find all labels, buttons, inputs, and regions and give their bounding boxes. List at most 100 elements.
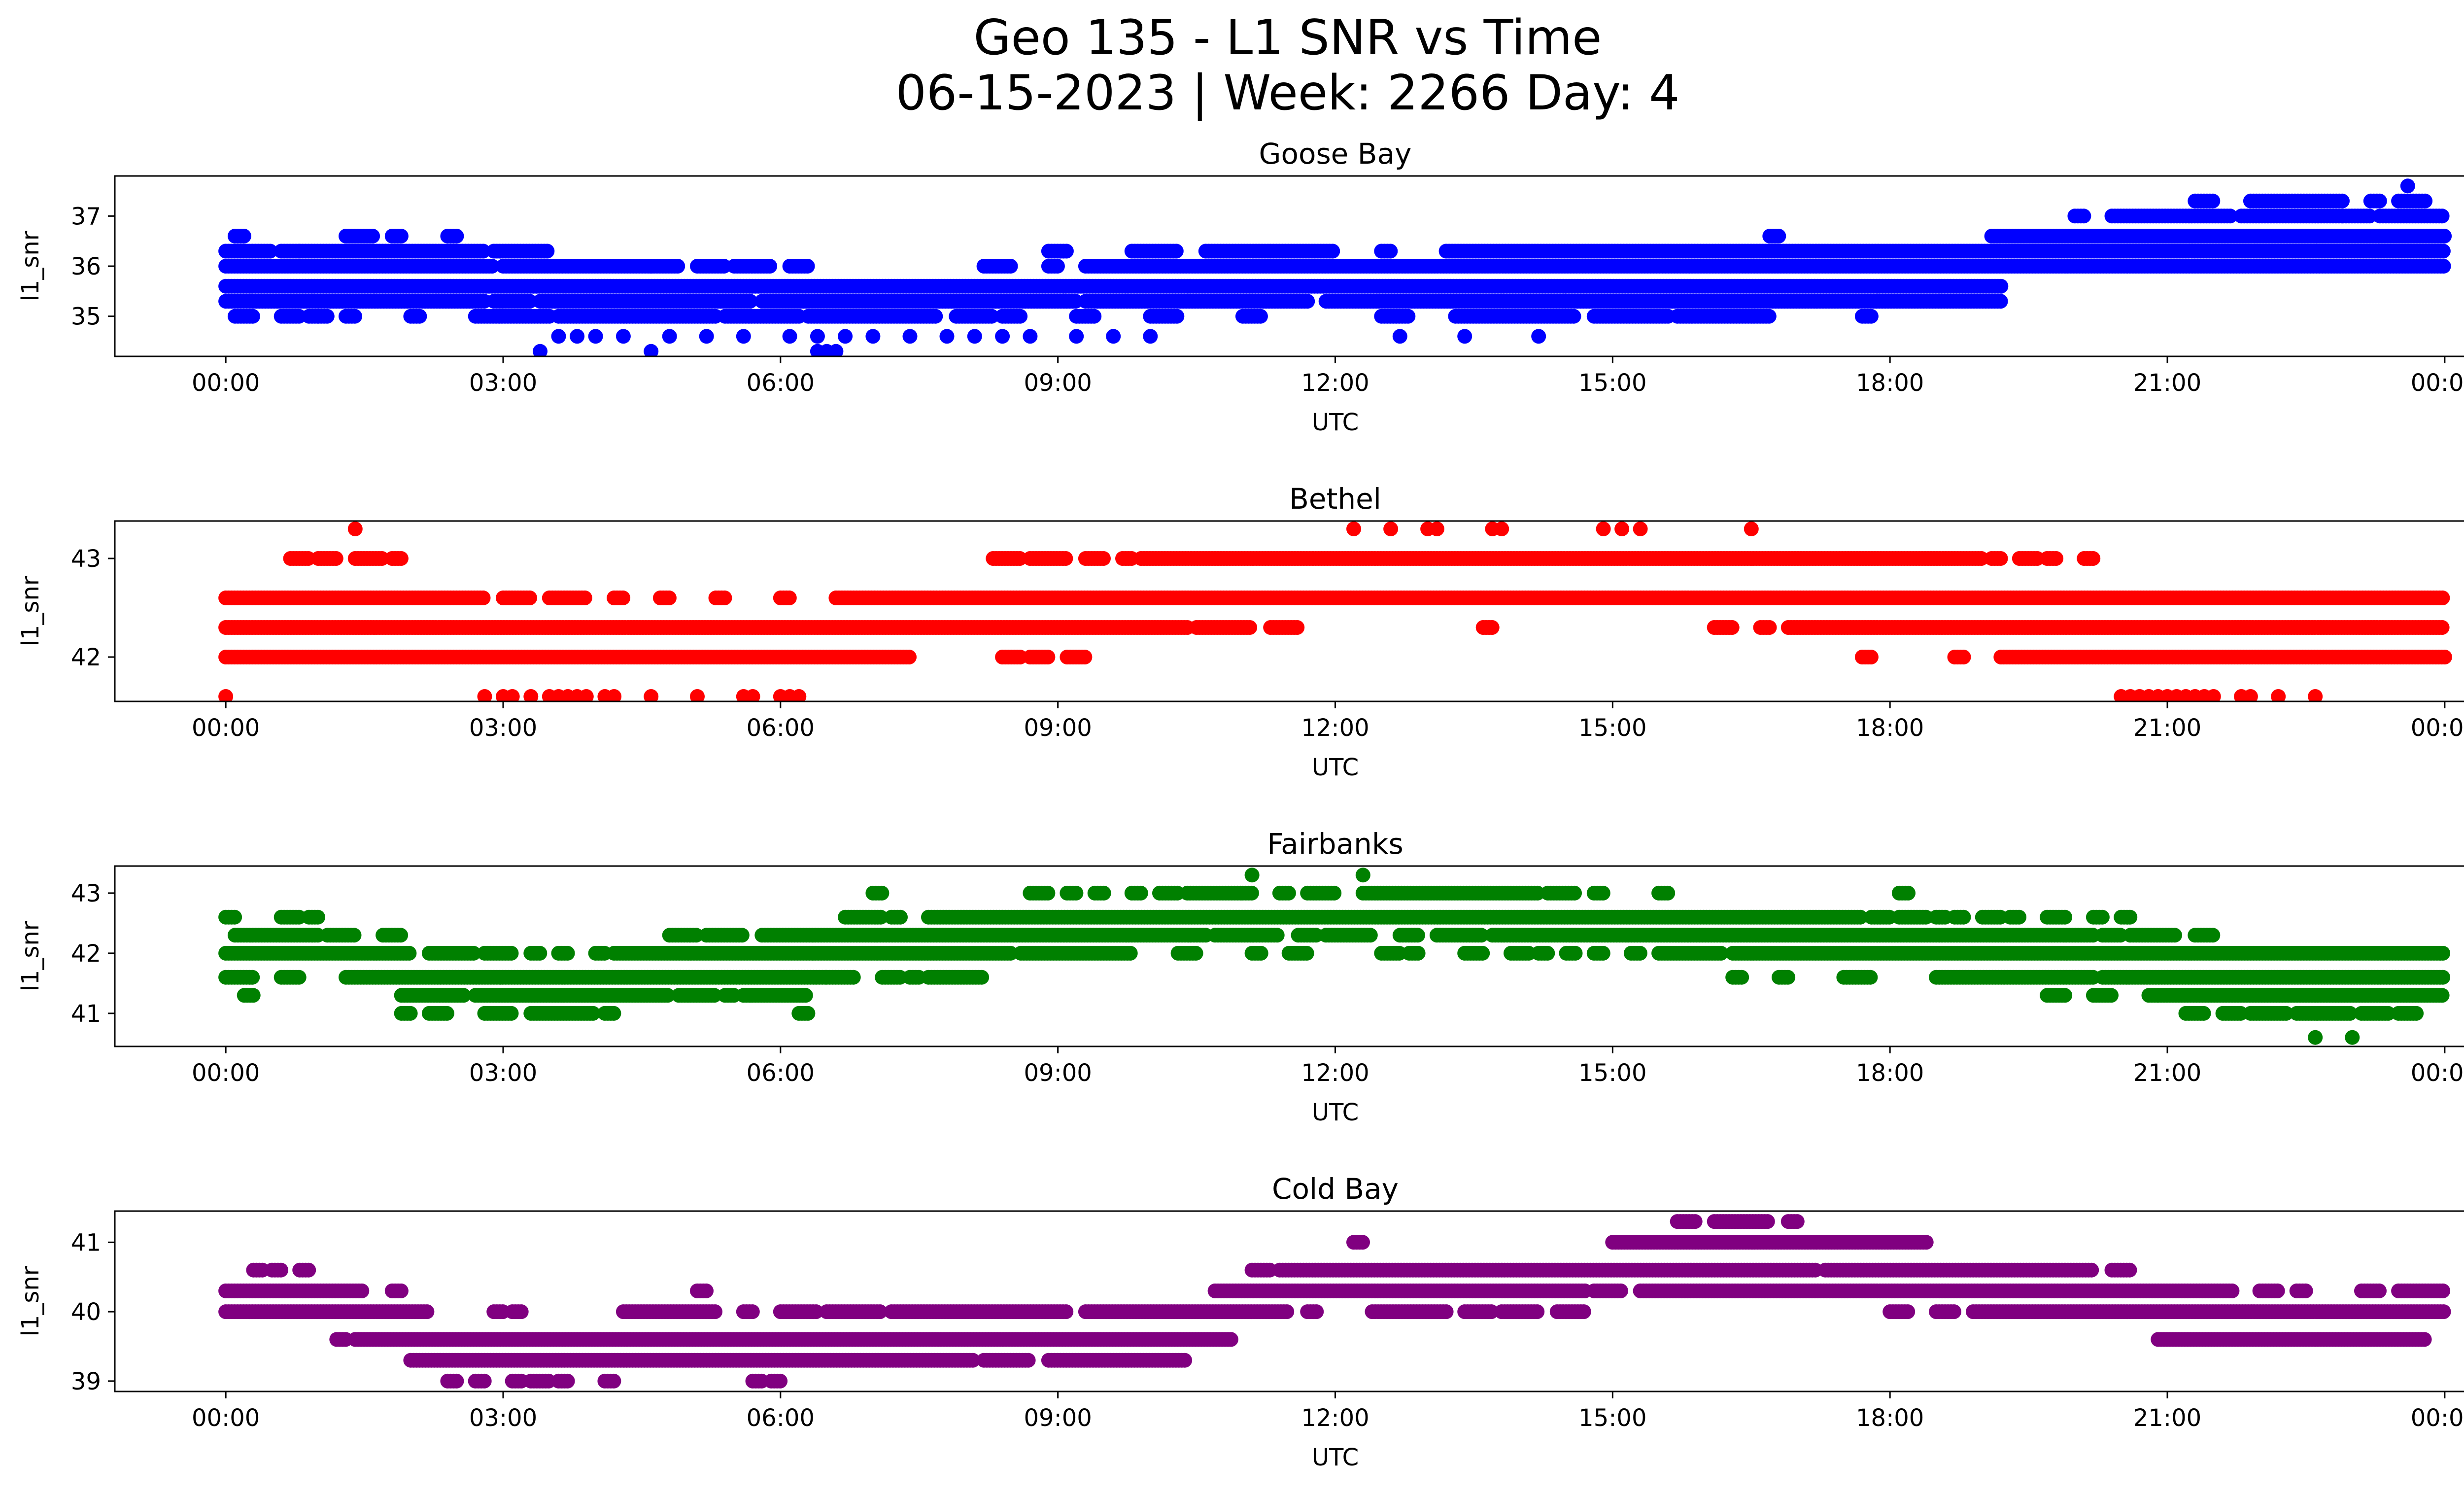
data-point xyxy=(522,591,537,605)
data-point xyxy=(449,229,464,243)
x-tick-label: 15:00 xyxy=(1578,369,1646,397)
data-point xyxy=(1383,243,1398,259)
data-point xyxy=(828,344,844,356)
data-point xyxy=(2418,193,2433,209)
data-point xyxy=(2435,243,2451,259)
subplot-title: Goose Bay xyxy=(1259,137,1412,171)
data-point xyxy=(2400,178,2415,194)
data-point xyxy=(1863,650,1879,664)
data-point xyxy=(902,329,918,344)
data-point xyxy=(540,243,555,259)
data-point xyxy=(484,259,500,274)
x-tick-label: 00:00 xyxy=(2411,369,2464,397)
data-point xyxy=(1290,620,1305,635)
data-point xyxy=(522,294,537,309)
x-tick-label: 00:00 xyxy=(192,369,260,397)
data-point xyxy=(1724,620,1740,635)
data-point xyxy=(393,551,409,566)
data-point xyxy=(1040,650,1056,664)
data-point xyxy=(1012,551,1027,566)
data-point xyxy=(236,229,251,243)
data-point xyxy=(1457,329,1472,344)
data-point xyxy=(1762,620,1777,635)
data-point xyxy=(2372,193,2387,209)
data-point xyxy=(1168,243,1184,259)
data-point xyxy=(1761,309,1777,324)
scatter-points xyxy=(218,178,2452,356)
data-point xyxy=(476,591,491,605)
data-point xyxy=(2437,650,2452,664)
data-point xyxy=(577,591,592,605)
data-point xyxy=(393,229,409,243)
data-point xyxy=(902,650,917,664)
data-point xyxy=(1106,329,1121,344)
data-point xyxy=(412,309,427,324)
data-point xyxy=(616,329,631,344)
scatter-points xyxy=(218,522,2452,701)
data-point xyxy=(662,329,677,344)
data-point xyxy=(1863,309,1879,324)
data-point xyxy=(263,243,278,259)
data-point xyxy=(570,329,585,344)
x-tick-label: 18:00 xyxy=(1856,369,1924,397)
data-point xyxy=(1401,309,1416,324)
data-point xyxy=(1566,309,1581,324)
data-point xyxy=(319,309,335,324)
data-point xyxy=(717,591,732,605)
data-point xyxy=(743,294,758,309)
data-point xyxy=(1956,650,1971,664)
data-point xyxy=(782,329,797,344)
data-point xyxy=(2436,259,2451,274)
data-point xyxy=(661,591,677,605)
data-point xyxy=(551,329,566,344)
x-tick-label: 03:00 xyxy=(469,369,537,397)
data-point xyxy=(1143,329,1158,344)
data-point xyxy=(1325,243,1340,259)
y-tick-label: 36 xyxy=(71,253,101,280)
data-point xyxy=(995,329,1010,344)
data-point xyxy=(928,309,943,324)
x-tick-label: 09:00 xyxy=(1024,369,1092,397)
data-point xyxy=(1096,551,1111,566)
data-point xyxy=(2076,209,2091,224)
x-axis-label: UTC xyxy=(1312,409,1359,436)
data-point xyxy=(736,329,751,344)
data-point xyxy=(365,229,380,243)
data-point xyxy=(1253,309,1268,324)
data-point xyxy=(1993,294,2008,309)
data-point xyxy=(1058,551,1073,566)
subplot-goose-bay: 00:00 03:00 06:00 09:00 12:00 15:00 18:00 21:00… xyxy=(17,137,2464,436)
data-point xyxy=(670,259,685,274)
y-tick-label: 35 xyxy=(71,303,101,331)
data-point xyxy=(1023,329,1038,344)
data-point xyxy=(699,329,714,344)
data-point xyxy=(616,591,631,605)
data-point xyxy=(1771,229,1786,243)
data-point xyxy=(1003,259,1018,274)
x-tick-label: 06:00 xyxy=(747,369,815,397)
data-point xyxy=(762,259,778,274)
data-point xyxy=(1050,259,1065,274)
data-point xyxy=(2335,193,2350,209)
data-point xyxy=(1169,309,1185,324)
data-point xyxy=(865,329,881,344)
data-point xyxy=(1993,278,2009,294)
figure-title-line-2: 06-15-2023 | Week: 2266 Day: 4 xyxy=(895,65,1680,121)
x-tick-label: 12:00 xyxy=(1301,369,1369,397)
y-tick-label: 37 xyxy=(71,203,101,230)
data-point xyxy=(1013,309,1028,324)
data-point xyxy=(533,344,548,356)
figure-title-line-1: Geo 135 - L1 SNR vs Time xyxy=(973,10,1602,66)
y-axis-label: l1_snr xyxy=(17,231,44,301)
data-point xyxy=(1242,620,1258,635)
data-point xyxy=(984,309,999,324)
data-point xyxy=(1300,294,1315,309)
data-point xyxy=(967,329,982,344)
data-point xyxy=(1059,243,1074,259)
data-point xyxy=(717,259,731,274)
x-tick-label: 21:00 xyxy=(2133,369,2201,397)
data-point xyxy=(1087,309,1102,324)
data-point xyxy=(588,329,603,344)
data-point xyxy=(328,551,343,566)
